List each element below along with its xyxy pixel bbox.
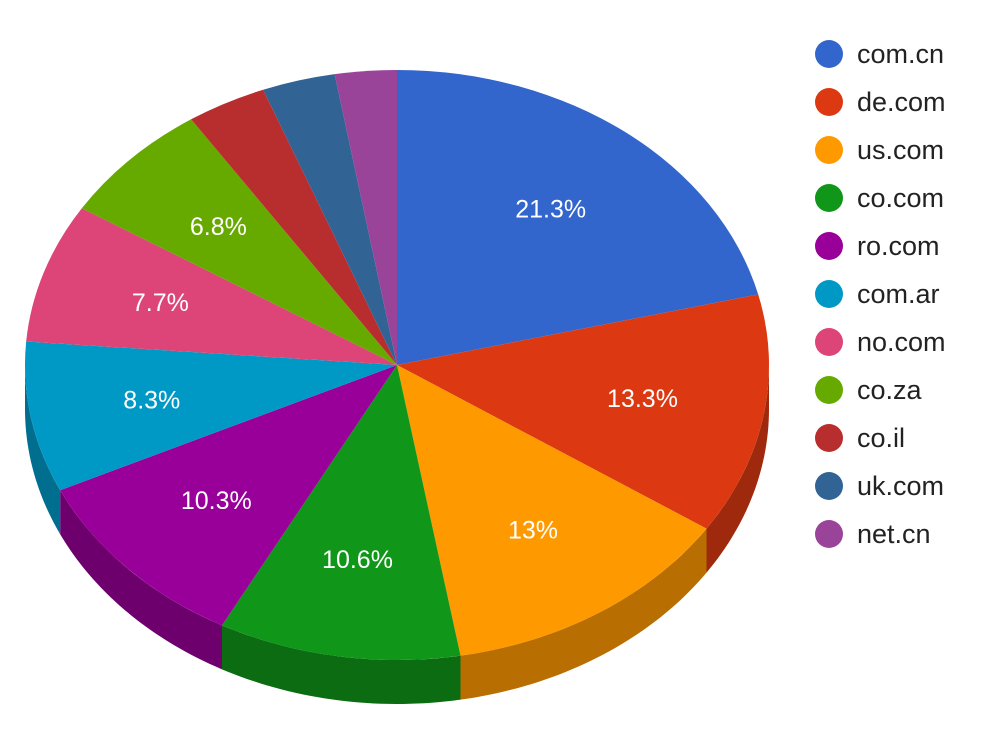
legend-swatch-icon [815, 280, 843, 308]
pie-slice-de-com[interactable] [397, 294, 769, 529]
legend-swatch-icon [815, 328, 843, 356]
legend-item-net-cn[interactable]: net.cn [815, 510, 946, 558]
legend-item-us-com[interactable]: us.com [815, 126, 946, 174]
pie-side-us-com [460, 528, 707, 700]
pie-sides [25, 365, 769, 704]
legend-swatch-icon [815, 520, 843, 548]
legend-swatch-icon [815, 184, 843, 212]
slice-label-de-com: 13.3% [607, 385, 678, 413]
legend-swatch-icon [815, 376, 843, 404]
pie-labels: 21.3% 13.3% 13% 10.6% 10.3% 8.3% 7.7% 6.8% [123, 195, 678, 574]
legend-label: co.com [857, 182, 945, 213]
pie-slice-com-cn[interactable] [397, 70, 759, 365]
pie-slice-com-ar[interactable] [25, 341, 397, 491]
legend-item-uk-com[interactable]: uk.com [815, 462, 946, 510]
pie-side-ro-com [60, 490, 222, 670]
legend-label: us.com [857, 134, 945, 165]
legend-item-co-za[interactable]: co.za [815, 366, 946, 414]
legend-item-co-com[interactable]: co.com [815, 174, 946, 222]
pie-side-co-com [221, 625, 461, 704]
legend-label: com.cn [857, 38, 945, 69]
legend-swatch-icon [815, 424, 843, 452]
pie-slices [25, 70, 769, 661]
legend-label: no.com [857, 326, 946, 357]
pie-slice-no-com[interactable] [26, 208, 398, 365]
legend-label: com.ar [857, 278, 940, 309]
slice-label-com-ar: 8.3% [123, 386, 180, 414]
slice-label-ro-com: 10.3% [181, 487, 252, 515]
pie-slice-co-com[interactable] [221, 365, 461, 661]
pie-slice-ro-com[interactable] [60, 365, 398, 626]
pie-slice-uk-com[interactable] [263, 74, 397, 366]
legend: com.cn de.com us.com co.com ro.com com.ar no.c… [815, 30, 946, 558]
legend-label: uk.com [857, 470, 945, 501]
legend-label: co.za [857, 374, 922, 405]
legend-swatch-icon [815, 88, 843, 116]
legend-item-com-cn[interactable]: com.cn [815, 30, 946, 78]
legend-swatch-icon [815, 232, 843, 260]
slice-label-no-com: 7.7% [132, 289, 189, 317]
legend-label: de.com [857, 86, 946, 117]
pie-slice-us-com[interactable] [397, 365, 707, 656]
slice-label-com-cn: 21.3% [515, 195, 586, 223]
slice-label-us-com: 13% [508, 517, 558, 545]
legend-item-de-com[interactable]: de.com [815, 78, 946, 126]
legend-label: ro.com [857, 230, 940, 261]
pie-side-de-com [706, 365, 769, 573]
legend-swatch-icon [815, 136, 843, 164]
pie-slice-co-za[interactable] [81, 119, 397, 365]
slice-label-co-com: 10.6% [322, 546, 393, 574]
pie-side-com-ar [25, 365, 61, 535]
pie-slice-co-il[interactable] [191, 89, 397, 365]
legend-item-co-il[interactable]: co.il [815, 414, 946, 462]
legend-label: net.cn [857, 518, 931, 549]
legend-label: co.il [857, 422, 906, 453]
legend-swatch-icon [815, 40, 843, 68]
legend-item-ro-com[interactable]: ro.com [815, 222, 946, 270]
legend-swatch-icon [815, 472, 843, 500]
slice-label-co-za: 6.8% [190, 213, 247, 241]
pie-slice-net-cn[interactable] [334, 70, 397, 365]
legend-item-com-ar[interactable]: com.ar [815, 270, 946, 318]
legend-item-no-com[interactable]: no.com [815, 318, 946, 366]
